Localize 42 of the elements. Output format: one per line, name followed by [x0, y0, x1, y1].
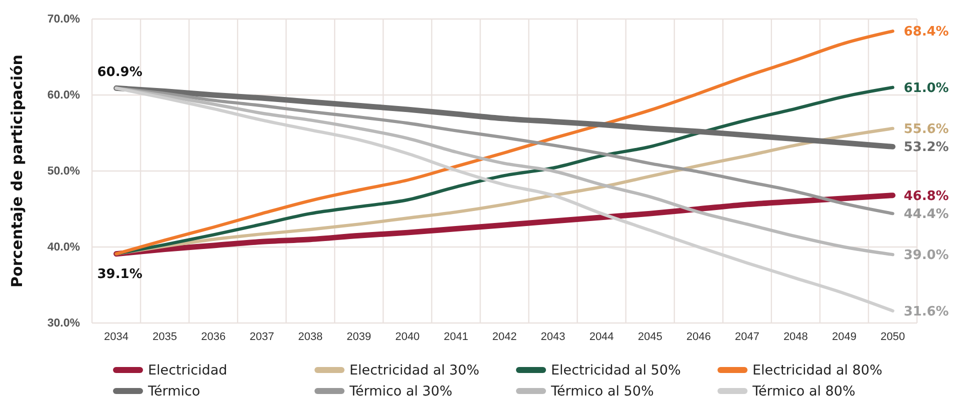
data-label: 46.8%: [904, 188, 949, 204]
x-tick-label: 2043: [540, 330, 566, 343]
x-tick-label: 2041: [444, 330, 468, 343]
data-label: 61.0%: [904, 80, 949, 96]
x-tick-label: 2048: [783, 330, 808, 343]
x-tick-label: 2042: [492, 330, 517, 343]
data-label: 53.2%: [904, 140, 949, 156]
x-tick-label: 2046: [686, 330, 711, 343]
annotation: 60.9%: [97, 65, 142, 80]
y-tick-label: 30.0%: [47, 318, 80, 330]
x-tick-label: 2036: [201, 330, 226, 343]
legend-label: Electricidad al 80%: [752, 362, 882, 379]
x-tick-label: 2044: [589, 330, 614, 343]
legend-label: Térmico al 30%: [348, 384, 452, 400]
data-label: 39.0%: [904, 248, 949, 264]
legend-label: Electricidad al 50%: [551, 362, 681, 379]
x-tick-label: 2035: [152, 330, 178, 343]
x-tick-label: 2049: [832, 330, 856, 343]
x-tick-label: 2034: [104, 330, 129, 343]
x-tick-label: 2040: [395, 330, 420, 343]
x-tick-label: 2045: [638, 330, 662, 343]
x-tick-label: 2037: [250, 330, 274, 343]
x-tick-label: 2050: [880, 330, 905, 343]
x-tick-label: 2039: [346, 330, 372, 343]
y-tick-label: 50.0%: [47, 166, 80, 178]
line-series: [114, 86, 894, 216]
y-tick-label: 40.0%: [47, 242, 80, 254]
y-axis-title: Porcentaje de participación: [8, 54, 26, 288]
data-label: 31.6%: [904, 304, 949, 320]
legend-label: Electricidad: [148, 362, 228, 379]
legend-label: Térmico al 80%: [752, 384, 856, 400]
data-label: 55.6%: [904, 122, 949, 137]
data-label: 44.4%: [904, 207, 949, 222]
legend-label: Térmico al 50%: [550, 384, 654, 400]
annotation: 39.1%: [97, 266, 142, 282]
y-tick-label: 70.0%: [47, 14, 80, 26]
x-tick-label: 2038: [298, 330, 323, 343]
legend-label: Térmico: [147, 384, 200, 400]
legend-label: Electricidad al 30%: [350, 362, 480, 379]
data-label: 68.4%: [904, 24, 949, 40]
y-tick-label: 60.0%: [47, 90, 80, 102]
x-tick-label: 2047: [734, 330, 760, 343]
